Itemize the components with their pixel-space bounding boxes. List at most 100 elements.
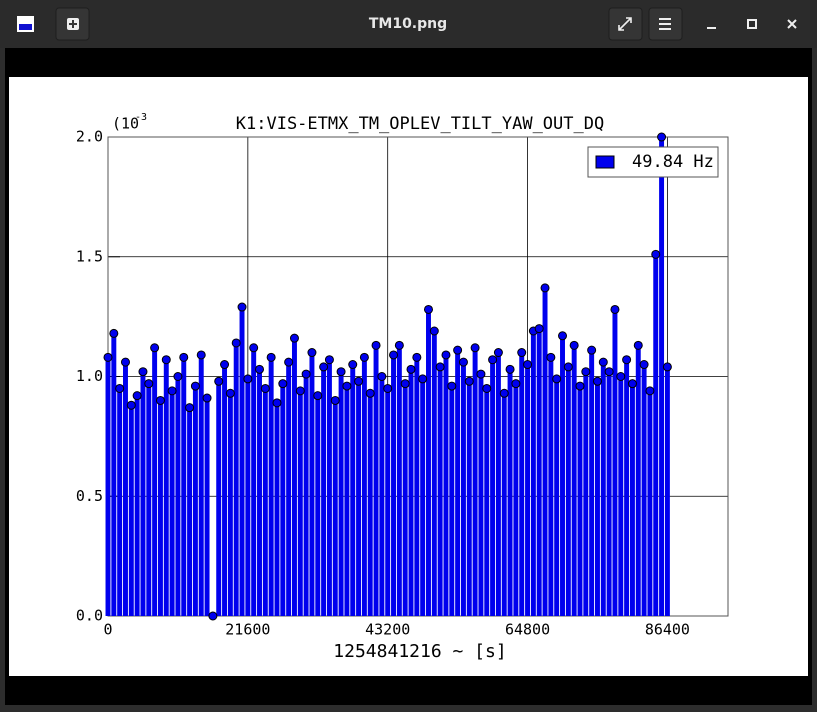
marker xyxy=(645,386,655,396)
marker xyxy=(383,383,393,393)
marker xyxy=(657,132,667,142)
marker xyxy=(190,381,200,391)
marker xyxy=(295,386,305,396)
marker xyxy=(389,350,399,360)
legend-label: 49.84 Hz xyxy=(632,152,714,172)
marker xyxy=(412,352,422,362)
window-title: TM10.png xyxy=(369,16,447,32)
marker xyxy=(260,383,270,393)
marker xyxy=(365,388,375,398)
marker xyxy=(651,249,661,259)
new-tab-button[interactable] xyxy=(55,7,90,41)
y-tick-label: 0.5 xyxy=(76,487,103,505)
marker xyxy=(429,326,439,336)
marker xyxy=(482,383,492,393)
marker xyxy=(249,343,259,353)
marker xyxy=(499,388,509,398)
marker xyxy=(400,379,410,389)
marker xyxy=(161,355,171,365)
marker xyxy=(132,391,142,401)
close-button[interactable] xyxy=(787,19,797,29)
marker xyxy=(220,360,230,370)
marker xyxy=(336,367,346,377)
fullscreen-button[interactable] xyxy=(608,7,643,41)
x-tick-label: 43200 xyxy=(365,621,410,639)
plot: K1:VIS-ETMX_TM_OPLEV_TILT_YAW_OUT_DQ 125… xyxy=(76,112,729,662)
marker xyxy=(470,343,480,353)
marker xyxy=(418,374,428,384)
marker xyxy=(441,350,451,360)
marker xyxy=(511,379,521,389)
marker xyxy=(155,395,165,405)
marker xyxy=(406,364,416,374)
y-tick-label: 2.0 xyxy=(76,128,103,146)
marker xyxy=(610,304,620,314)
marker xyxy=(103,352,113,362)
marker xyxy=(231,338,241,348)
marker xyxy=(581,367,591,377)
marker xyxy=(196,350,206,360)
marker xyxy=(394,340,404,350)
marker xyxy=(208,611,218,621)
marker xyxy=(330,395,340,405)
marker xyxy=(120,357,130,367)
marker xyxy=(214,376,224,386)
marker xyxy=(453,345,463,355)
menu-button[interactable] xyxy=(648,7,683,41)
marker xyxy=(179,352,189,362)
marker xyxy=(342,381,352,391)
marker xyxy=(616,372,626,381)
y-tick-label: 1.0 xyxy=(76,367,103,385)
marker xyxy=(493,348,503,358)
app-icon xyxy=(17,16,34,32)
y-tick-label: 1.5 xyxy=(76,247,103,265)
marker xyxy=(523,360,533,370)
legend-box xyxy=(587,146,719,178)
marker xyxy=(126,400,136,410)
x-tick-label: 21600 xyxy=(225,621,270,639)
marker xyxy=(301,369,311,379)
marker xyxy=(604,367,614,377)
marker xyxy=(354,376,364,386)
marker xyxy=(575,381,585,391)
marker xyxy=(622,355,632,365)
marker xyxy=(167,386,177,396)
x-tick-label: 64800 xyxy=(505,621,550,639)
marker xyxy=(662,362,672,372)
marker xyxy=(243,374,253,384)
marker xyxy=(587,345,597,355)
marker xyxy=(552,374,562,384)
marker xyxy=(517,348,527,358)
marker xyxy=(266,352,276,362)
marker xyxy=(173,372,183,381)
chart-title: K1:VIS-ETMX_TM_OPLEV_TILT_YAW_OUT_DQ xyxy=(236,114,604,134)
marker xyxy=(377,372,387,381)
marker xyxy=(534,324,544,334)
marker xyxy=(359,352,369,362)
marker xyxy=(464,376,474,386)
marker xyxy=(348,360,358,370)
x-tick-label: 86400 xyxy=(645,621,690,639)
marker xyxy=(592,376,602,386)
y-exponent-base: (10 xyxy=(112,115,139,133)
marker xyxy=(237,302,247,312)
marker xyxy=(324,355,334,365)
marker xyxy=(488,355,498,365)
marker xyxy=(115,383,125,393)
marker xyxy=(627,379,637,389)
marker xyxy=(138,367,148,377)
marker xyxy=(633,340,643,350)
marker xyxy=(423,304,433,314)
x-tick-label: 0 xyxy=(103,621,112,639)
marker xyxy=(144,379,154,389)
marker xyxy=(569,340,579,350)
maximize-button[interactable] xyxy=(747,19,757,29)
marker xyxy=(476,369,486,379)
marker xyxy=(109,328,119,338)
marker xyxy=(540,283,550,293)
marker xyxy=(202,393,212,403)
marker xyxy=(447,381,457,391)
y-tick-label: 0.0 xyxy=(76,607,103,625)
